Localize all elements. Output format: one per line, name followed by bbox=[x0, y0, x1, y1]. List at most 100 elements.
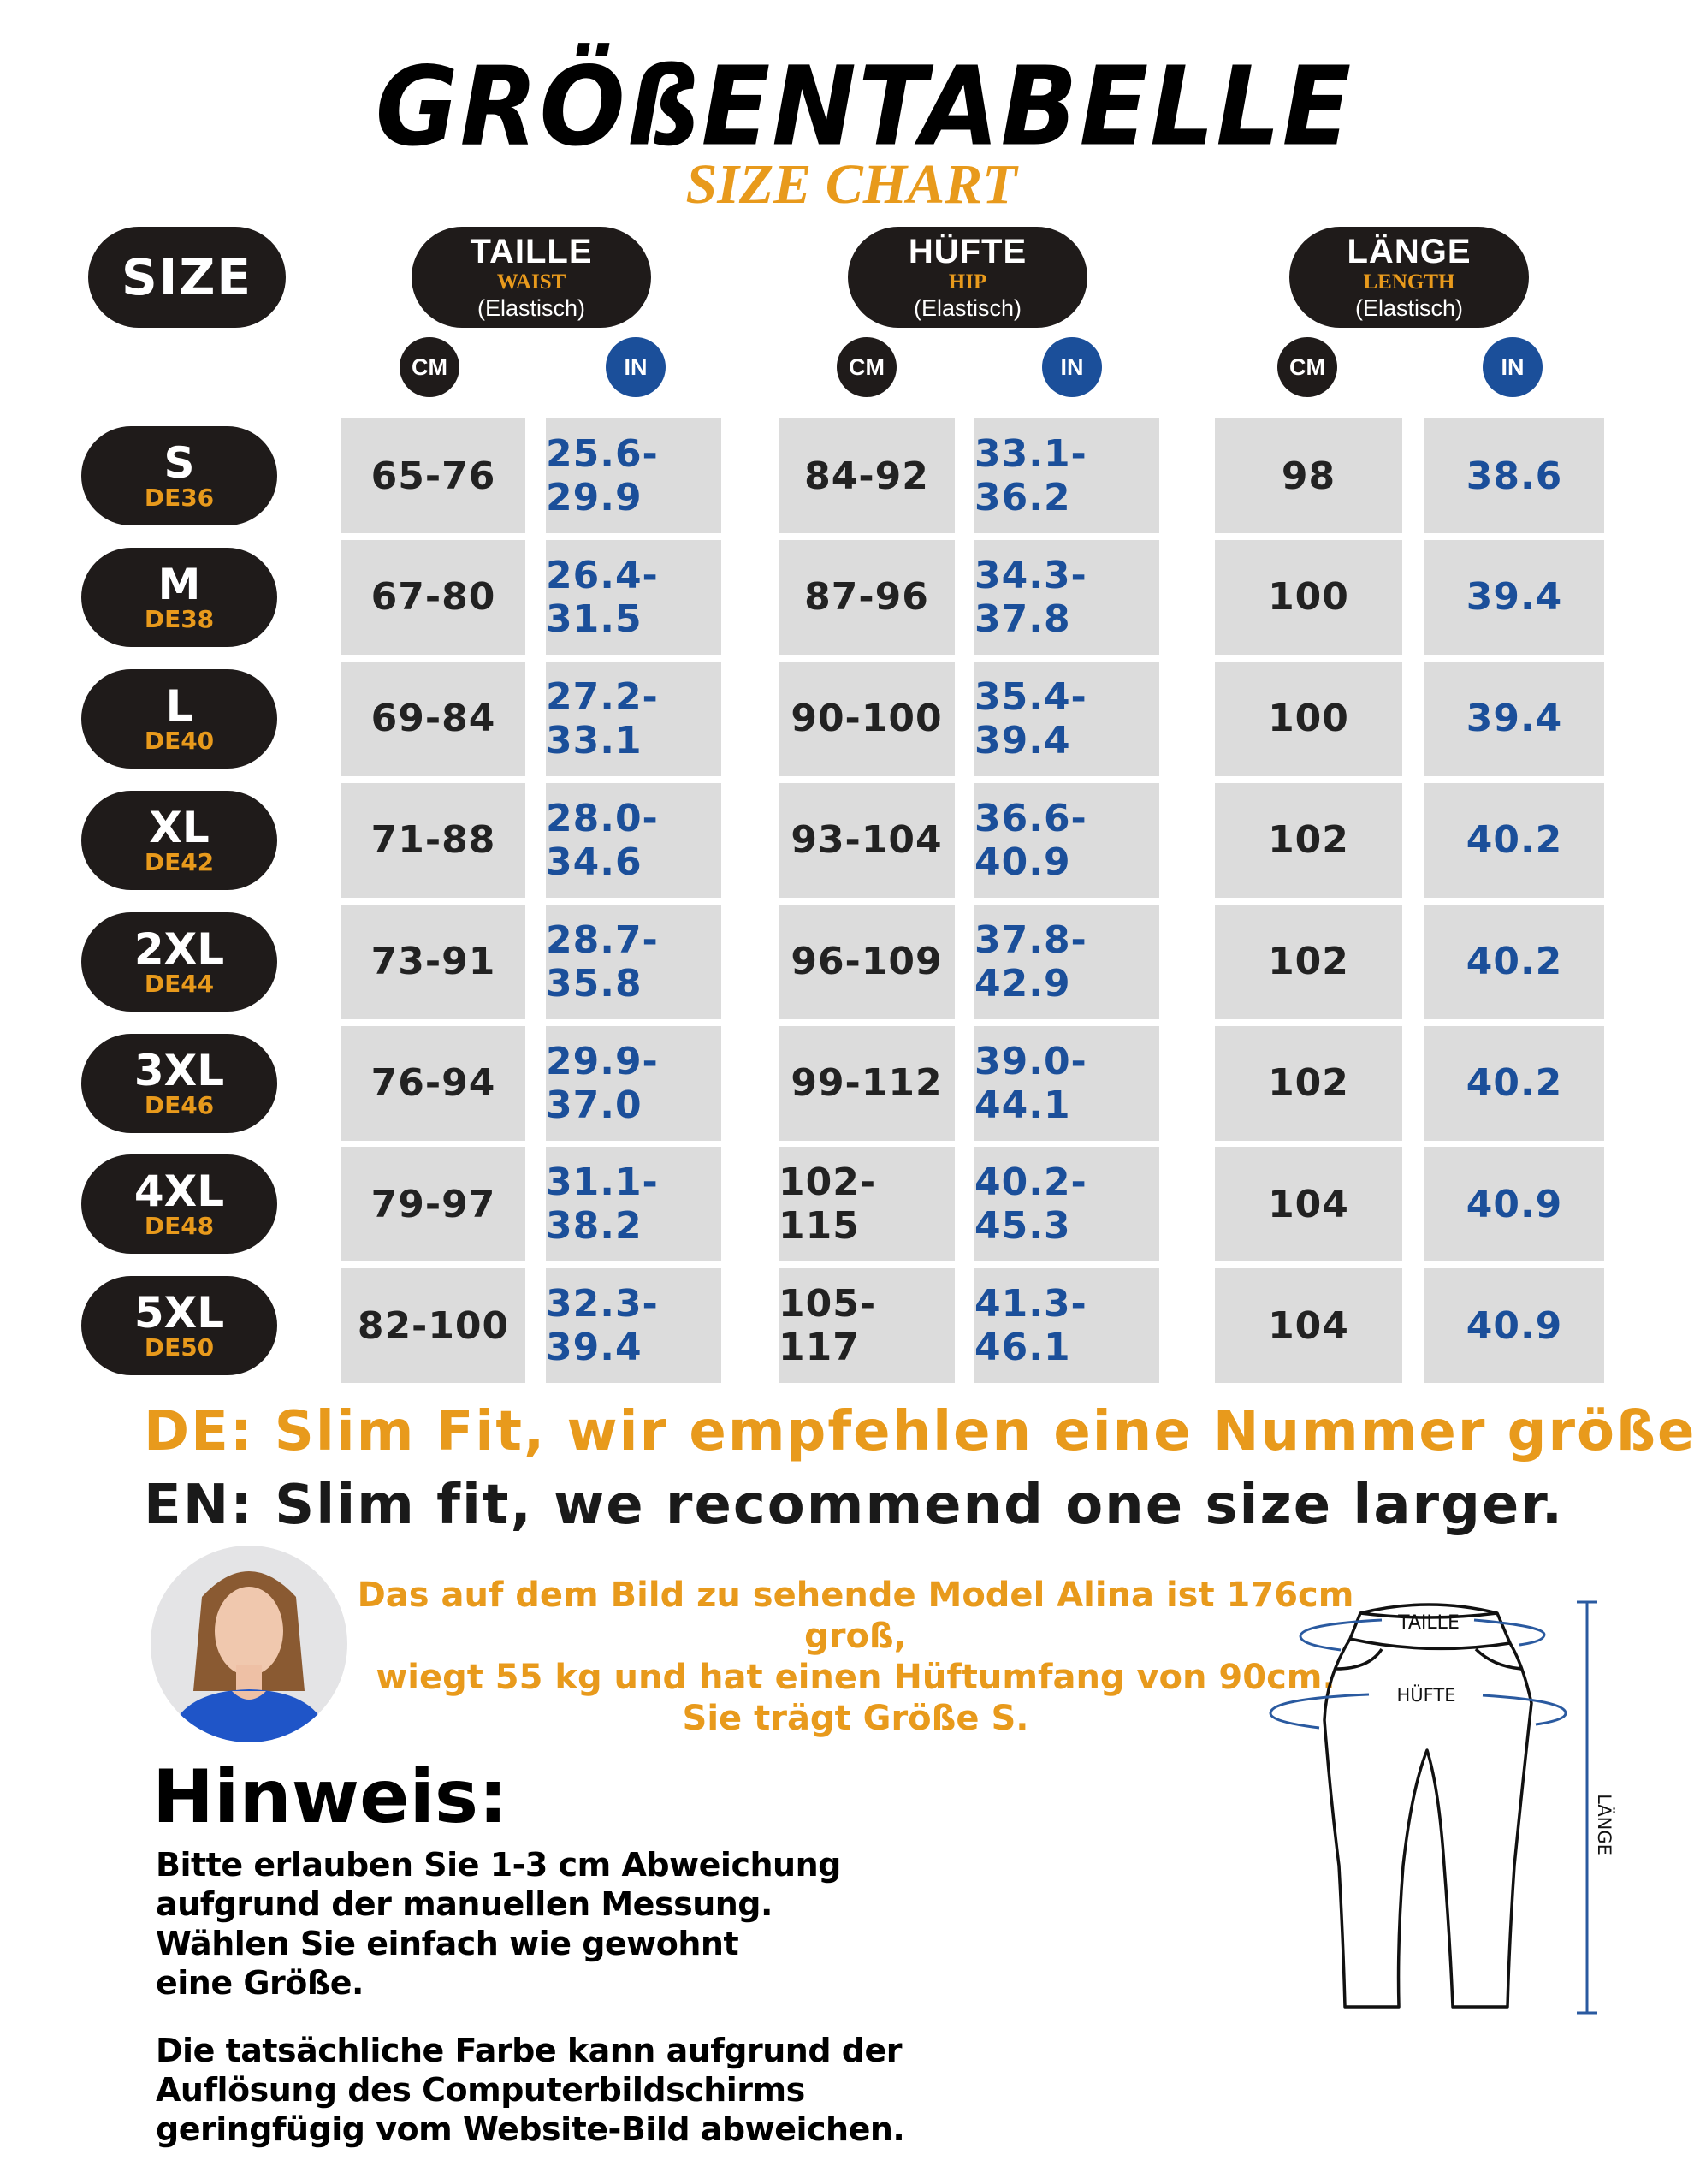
table-cell: 79-97 bbox=[341, 1147, 525, 1262]
table-cell: 99-112 bbox=[779, 1025, 955, 1141]
table-cell: 100 bbox=[1215, 539, 1402, 655]
length-label: LÄNGE bbox=[1594, 1794, 1615, 1855]
table-cell: 37.8-42.9 bbox=[974, 904, 1159, 1019]
size-header-pill: SIZE bbox=[88, 227, 286, 328]
size-header-label: SIZE bbox=[121, 248, 253, 306]
table-cell: 40.2 bbox=[1424, 1025, 1604, 1141]
table-cell: 71-88 bbox=[341, 782, 525, 898]
table-cell: 96-109 bbox=[779, 904, 955, 1019]
pants-outline bbox=[1323, 1603, 1533, 2009]
hinweis-paragraph-2: Die tatsächliche Farbe kann aufgrund der… bbox=[156, 2031, 905, 2149]
size-de: DE50 bbox=[144, 1333, 215, 1362]
table-cell: 40.9 bbox=[1424, 1268, 1604, 1384]
fit-note-en: EN: Slim fit, we recommend one size larg… bbox=[144, 1474, 1564, 1537]
model-line: Sie trägt Größe S. bbox=[682, 1699, 1029, 1738]
size-pill: L DE40 bbox=[81, 668, 277, 769]
table-cell: 40.2 bbox=[1424, 782, 1604, 898]
size-pill: 5XL DE50 bbox=[81, 1276, 277, 1376]
table-cell: 34.3-37.8 bbox=[974, 539, 1159, 655]
size-letter: 3XL bbox=[133, 1045, 225, 1095]
page-title: GRÖßENTABELLE bbox=[375, 42, 1353, 170]
size-de: DE42 bbox=[144, 847, 215, 876]
model-info: Das auf dem Bild zu sehende Model Alina … bbox=[325, 1575, 1386, 1739]
header-waist-de: TAILLE bbox=[470, 233, 593, 270]
table-cell: 33.1-36.2 bbox=[974, 418, 1159, 533]
unit-badge-in: IN bbox=[1042, 337, 1102, 397]
size-de: DE40 bbox=[144, 726, 215, 755]
pocket-left bbox=[1336, 1647, 1383, 1671]
size-pill: 3XL DE46 bbox=[81, 1033, 277, 1133]
fit-note-de: DE: Slim Fit, wir empfehlen eine Nummer … bbox=[144, 1400, 1694, 1463]
table-cell: 25.6-29.9 bbox=[546, 418, 721, 533]
model-photo bbox=[151, 1546, 347, 1742]
unit-badge-in: IN bbox=[1483, 337, 1543, 397]
hip-label: HÜFTE bbox=[1397, 1684, 1456, 1706]
table-cell: 98 bbox=[1215, 418, 1402, 533]
note-line: Bitte erlauben Sie 1-3 cm Abweichung bbox=[156, 1846, 841, 1884]
table-cell: 105-117 bbox=[779, 1268, 955, 1384]
table-cell: 104 bbox=[1215, 1147, 1402, 1262]
header-waist-en: WAIST bbox=[496, 270, 566, 294]
table-cell: 28.7-35.8 bbox=[546, 904, 721, 1019]
table-cell: 90-100 bbox=[779, 661, 955, 776]
waist-measure-ring bbox=[1299, 1618, 1546, 1652]
table-cell: 69-84 bbox=[341, 661, 525, 776]
table-cell: 40.2 bbox=[1424, 904, 1604, 1019]
unit-badge-in: IN bbox=[606, 337, 666, 397]
fit-en-prefix: EN: bbox=[144, 1474, 254, 1537]
size-letter: XL bbox=[149, 802, 210, 852]
table-cell: 38.6 bbox=[1424, 418, 1604, 533]
hinweis-paragraph-1: Bitte erlauben Sie 1-3 cm Abweichung auf… bbox=[156, 1845, 841, 2003]
hinweis-heading: Hinweis: bbox=[152, 1754, 508, 1840]
pants-diagram: TAILLE HÜFTE LÄNGE bbox=[1269, 1600, 1615, 2015]
table-cell: 32.3-39.4 bbox=[546, 1268, 721, 1384]
table-cell: 65-76 bbox=[341, 418, 525, 533]
size-de: DE38 bbox=[144, 604, 215, 633]
unit-badge-cm: CM bbox=[1277, 337, 1337, 397]
table-cell: 40.9 bbox=[1424, 1147, 1604, 1262]
unit-badge-cm: CM bbox=[400, 337, 459, 397]
table-cell: 102 bbox=[1215, 782, 1402, 898]
size-letter: L bbox=[165, 680, 193, 731]
table-cell: 27.2-33.1 bbox=[546, 661, 721, 776]
fit-de-text: Slim Fit, wir empfehlen eine Nummer größ… bbox=[274, 1400, 1694, 1463]
table-cell: 102-115 bbox=[779, 1147, 955, 1262]
size-letter: S bbox=[163, 438, 195, 488]
table-cell: 31.1-38.2 bbox=[546, 1147, 721, 1262]
header-length-note: (Elastisch) bbox=[1354, 295, 1464, 321]
size-de: DE36 bbox=[144, 484, 215, 512]
size-pill: 4XL DE48 bbox=[81, 1154, 277, 1255]
table-cell: 76-94 bbox=[341, 1025, 525, 1141]
table-cell: 28.0-34.6 bbox=[546, 782, 721, 898]
size-de: DE46 bbox=[144, 1090, 215, 1119]
table-cell: 39.4 bbox=[1424, 539, 1604, 655]
header-hip-de: HÜFTE bbox=[908, 233, 1028, 270]
table-cell: 104 bbox=[1215, 1268, 1402, 1384]
size-letter: M bbox=[157, 559, 201, 609]
fit-de-prefix: DE: bbox=[144, 1400, 254, 1463]
note-line: Wählen Sie einfach wie gewohnt bbox=[156, 1925, 739, 1962]
table-cell: 39.0-44.1 bbox=[974, 1025, 1159, 1141]
table-cell: 41.3-46.1 bbox=[974, 1268, 1159, 1384]
header-hip-note: (Elastisch) bbox=[913, 295, 1022, 321]
table-cell: 26.4-31.5 bbox=[546, 539, 721, 655]
table-cell: 82-100 bbox=[341, 1268, 525, 1384]
fit-en-text: Slim fit, we recommend one size larger. bbox=[275, 1474, 1565, 1537]
header-length-en: LENGTH bbox=[1363, 270, 1455, 294]
table-cell: 102 bbox=[1215, 904, 1402, 1019]
size-de: DE48 bbox=[144, 1212, 215, 1241]
size-de: DE44 bbox=[144, 969, 215, 998]
size-letter: 2XL bbox=[133, 923, 225, 974]
note-line: geringfügig vom Website-Bild abweichen. bbox=[156, 2110, 905, 2148]
table-cell: 40.2-45.3 bbox=[974, 1147, 1159, 1262]
hip-measure-ring bbox=[1269, 1693, 1567, 1730]
note-line: eine Größe. bbox=[156, 1964, 364, 2002]
note-line: Auflösung des Computerbildschirms bbox=[156, 2071, 805, 2109]
header-length-pill: LÄNGE LENGTH (Elastisch) bbox=[1289, 227, 1529, 328]
table-cell: 73-91 bbox=[341, 904, 525, 1019]
table-cell: 102 bbox=[1215, 1025, 1402, 1141]
length-measure-bar bbox=[1577, 1600, 1597, 2015]
unit-badge-cm: CM bbox=[837, 337, 897, 397]
note-line: aufgrund der manuellen Messung. bbox=[156, 1885, 773, 1923]
table-cell: 93-104 bbox=[779, 782, 955, 898]
